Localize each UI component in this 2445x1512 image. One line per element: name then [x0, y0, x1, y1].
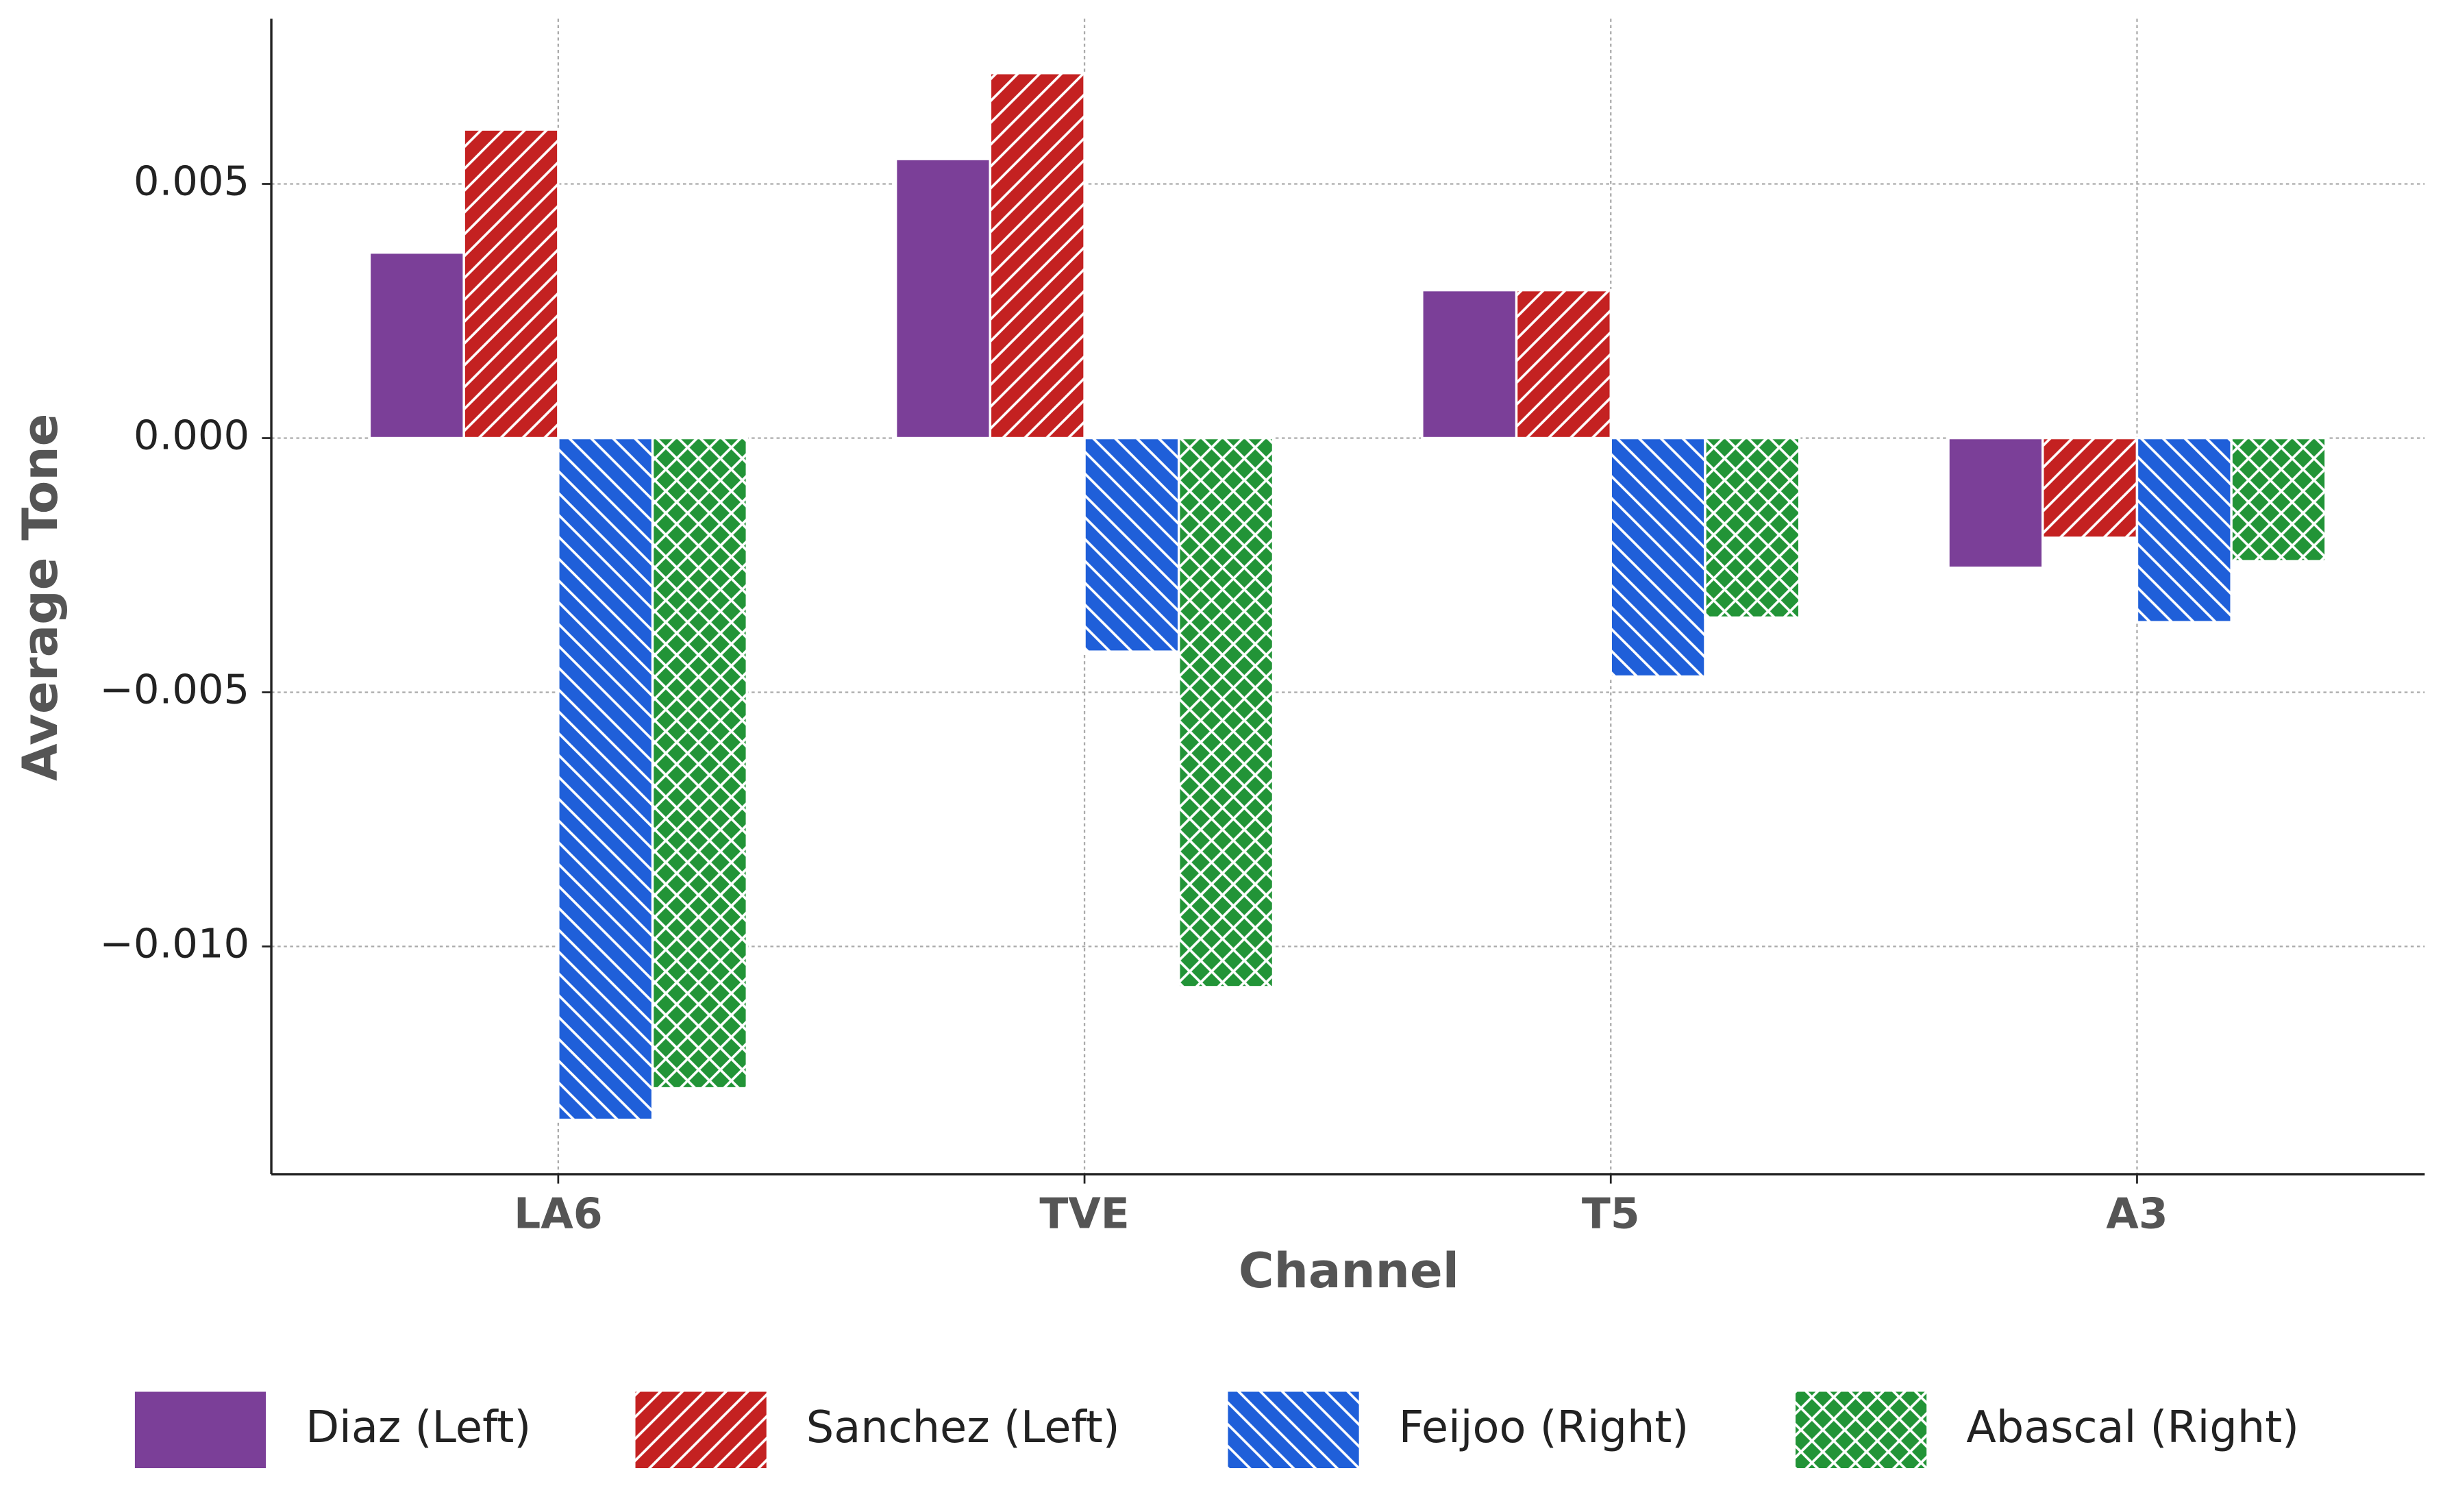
bar [651, 436, 748, 1090]
y-tick-label: −0.010 [99, 920, 249, 967]
legend-swatch [1794, 1390, 1928, 1470]
x-tick-label: A3 [2106, 1189, 2168, 1238]
bar [1947, 436, 2044, 569]
bar [2041, 436, 2139, 539]
legend-swatch [634, 1390, 769, 1470]
bar [462, 128, 560, 440]
x-tick-label: LA6 [514, 1189, 602, 1238]
x-axis-label: Channel [1239, 1243, 1459, 1299]
bar [894, 158, 992, 440]
legend-label: Diaz (Left) [306, 1402, 531, 1453]
legend-label: Sanchez (Left) [806, 1402, 1120, 1453]
bar [1421, 288, 1518, 440]
bar [989, 72, 1086, 440]
bar [368, 251, 465, 440]
legend-label: Abascal (Right) [1966, 1402, 2299, 1453]
bar [1515, 288, 1612, 440]
x-tick-label: T5 [1582, 1189, 1640, 1238]
bar [1609, 436, 1706, 678]
bar [1083, 436, 1180, 653]
y-axis-label: Average Tone [12, 414, 69, 782]
legend-label: Feijoo (Right) [1399, 1402, 1689, 1453]
bar [557, 436, 654, 1121]
bar [1704, 436, 1801, 619]
y-tick-label: −0.005 [99, 666, 249, 713]
y-tick-label: 0.005 [134, 158, 249, 205]
bar [1178, 436, 1275, 989]
legend-swatch [1226, 1390, 1361, 1470]
legend-swatch [133, 1390, 268, 1470]
y-tick-label: 0.000 [134, 412, 249, 459]
bar [2135, 436, 2233, 623]
x-tick-label: TVE [1039, 1189, 1129, 1238]
bar [2230, 436, 2327, 562]
